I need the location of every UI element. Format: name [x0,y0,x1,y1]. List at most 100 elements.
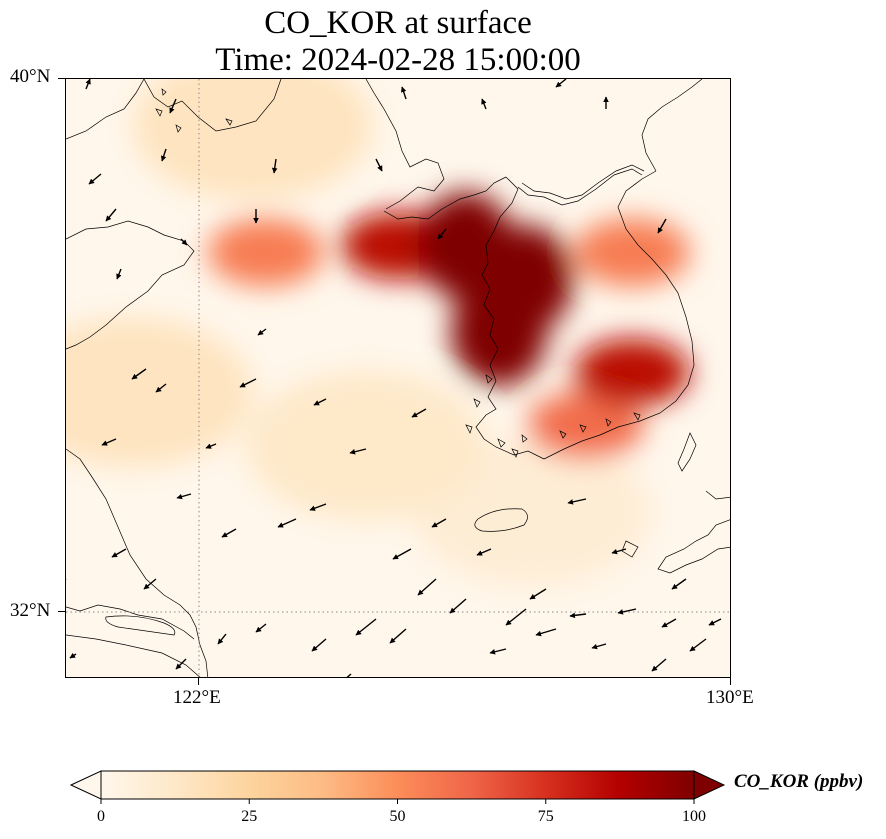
coastline-korea-bay [383,176,507,220]
wind-arrow-3 [160,148,167,162]
wind-arrow-20 [411,408,427,418]
wind-arrow-14 [131,368,147,380]
coastline-korean-peninsula-west [475,176,545,460]
wind-arrow-42 [255,623,267,633]
lon-tick-122 [198,678,199,685]
wind-arrow-50 [591,643,607,650]
wind-arrow-0 [88,173,102,185]
wind-arrow-16 [257,328,267,336]
wind-arrow-36 [311,638,327,652]
border-dmz [517,168,643,206]
lat-label-40: 40°N [10,66,51,87]
wind-arrow-30 [567,498,587,505]
colorbar [70,770,726,804]
wind-arrow-37 [389,628,407,644]
wind-arrow-53 [346,673,352,677]
wind-arrow-49 [651,658,667,672]
wind-arrow-23 [176,493,192,500]
wind-arrow-52 [489,648,507,655]
co-plume-3 [132,79,373,201]
wind-arrow-39 [505,608,527,626]
wind-arrow-24 [221,528,237,538]
coastline-yangtze-south [66,634,201,677]
wind-arrow-17 [239,378,257,388]
co-concentration-field [66,79,691,588]
co-plume-5 [574,218,691,287]
coastline-korean-peninsula-south [543,170,695,460]
coastline-liaodong [143,79,282,132]
map-time-subtitle: Time: 2024-02-28 15:00:00 [215,42,581,78]
wind-arrow-34 [569,612,587,619]
wind-arrow-13 [180,238,188,246]
colorbar-tick-label-2: 50 [389,808,406,825]
wind-arrow-40 [417,578,437,596]
colorbar-gradient [100,770,695,800]
lon-tick-130 [730,678,731,685]
coastline-liaodong-east [365,79,445,210]
coastline-goto [621,540,639,558]
coastline-kyushu [657,519,730,574]
wind-arrow-4 [271,158,278,174]
wind-vectors [66,79,722,677]
wind-arrow-12 [116,268,122,280]
wind-arrow-28 [431,518,447,528]
co-plume-4 [207,218,324,287]
colorbar-extend-min [70,770,102,800]
wind-arrow-22 [205,443,217,449]
wind-arrow-25 [277,518,297,528]
colorbar-tick-label-1: 25 [241,808,258,825]
wind-arrow-43 [217,633,227,645]
co-plume-11 [450,278,547,387]
wind-arrow-15 [155,383,167,393]
wind-arrow-21 [101,438,117,446]
wind-arrow-46 [143,578,157,590]
wind-arrow-35 [355,618,377,636]
wind-arrow-48 [689,638,707,652]
coastline-korea-east-north [641,79,703,172]
coastline-bohai-north [66,79,145,140]
coastline-chongming [105,615,176,636]
colorbar-label: CO_KOR (ppbv) [734,771,864,792]
wind-arrow-10 [657,218,667,234]
lon-label-130: 130°E [706,687,754,708]
co-plume-1 [245,370,486,521]
coastline-shandong [66,220,195,350]
lat-tick-40 [58,78,65,79]
co-plume-6 [527,391,644,460]
wind-arrow-56 [661,618,677,628]
wind-arrow-41 [529,588,547,600]
wind-arrow-51 [535,628,557,637]
wind-arrow-55 [708,618,722,626]
colorbar-tick-label-4: 100 [682,808,706,825]
wind-arrow-54 [69,652,77,659]
wind-arrow-58 [481,98,487,110]
lat-tick-32 [58,611,65,612]
wind-arrow-31 [611,548,627,555]
coastlines [66,79,730,677]
border-dmz-2 [521,164,645,200]
wind-arrow-45 [111,548,127,558]
wind-arrow-1 [105,208,117,222]
wind-arrow-6 [375,158,383,172]
wind-arrow-33 [617,608,637,615]
islands-liaodong [155,88,233,133]
co-plume-8 [574,338,691,407]
lat-label-32: 32°N [10,600,51,621]
coastline-kyushu-north [705,490,730,500]
wind-arrow-32 [671,578,687,590]
wind-arrow-7 [400,86,407,100]
wind-arrow-18 [313,398,327,406]
colorbar-extend-max [693,770,726,800]
map-panel[interactable] [65,78,731,678]
islands-west [465,374,641,458]
wind-arrow-57 [555,79,567,88]
wind-arrow-38 [449,598,467,614]
wind-arrow-27 [392,548,412,560]
wind-arrow-26 [309,503,327,511]
colorbar-tick-label-3: 75 [537,808,554,825]
map-title: CO_KOR at surface [264,5,532,41]
wind-arrow-59 [85,79,91,90]
wind-arrow-8 [437,228,447,240]
wind-arrow-29 [476,548,492,556]
map-canvas [66,79,730,677]
